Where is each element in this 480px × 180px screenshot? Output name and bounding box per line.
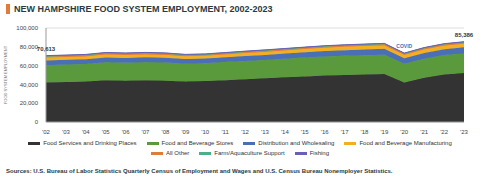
svg-text:COVID: COVID bbox=[396, 43, 412, 49]
svg-text:'16: '16 bbox=[321, 129, 329, 135]
svg-text:'05: '05 bbox=[102, 129, 110, 135]
html-text:Sources: U.S. Bureau of Labor: Sources: U.S. Bureau of Labor Statistics… bbox=[6, 168, 393, 174]
html-text:Food and Beverage Manufacturin: Food and Beverage Manufacturing bbox=[359, 140, 452, 146]
svg-text:'10: '10 bbox=[201, 129, 209, 135]
svg-text:'11: '11 bbox=[221, 129, 229, 135]
svg-text:'13: '13 bbox=[261, 129, 269, 135]
svg-text:'06: '06 bbox=[122, 129, 130, 135]
svg-text:100,000: 100,000 bbox=[16, 25, 38, 31]
svg-text:'03: '03 bbox=[62, 129, 70, 135]
svg-text:'07: '07 bbox=[142, 129, 150, 135]
html-text:Fishing: Fishing bbox=[309, 150, 329, 156]
html-text:All Other: All Other bbox=[166, 150, 190, 156]
svg-text:'02: '02 bbox=[42, 129, 50, 135]
svg-text:'22: '22 bbox=[440, 129, 448, 135]
html-text:Distribution and Wholesaling: Distribution and Wholesaling bbox=[258, 140, 335, 146]
svg-text:40,000: 40,000 bbox=[20, 82, 39, 88]
html-text:Food and Beverage Stores: Food and Beverage Stores bbox=[161, 140, 234, 146]
svg-text:'04: '04 bbox=[82, 129, 90, 135]
svg-text:'21: '21 bbox=[420, 129, 428, 135]
svg-text:FOOD SYSTEM EMPLOYMENT: FOOD SYSTEM EMPLOYMENT bbox=[8, 45, 9, 104]
svg-text:'17: '17 bbox=[341, 129, 349, 135]
svg-text:'08: '08 bbox=[162, 129, 170, 135]
svg-text:'23: '23 bbox=[460, 129, 468, 135]
svg-text:'15: '15 bbox=[301, 129, 309, 135]
svg-text:85,386: 85,386 bbox=[455, 32, 472, 38]
svg-text:'14: '14 bbox=[281, 129, 289, 135]
svg-text:'20: '20 bbox=[400, 129, 408, 135]
svg-text:60,000: 60,000 bbox=[20, 63, 39, 69]
svg-text:'09: '09 bbox=[181, 129, 189, 135]
svg-text:20,000: 20,000 bbox=[20, 100, 39, 106]
svg-text:'12: '12 bbox=[241, 129, 249, 135]
svg-text:'18: '18 bbox=[361, 129, 369, 135]
html-text:Farm/Aquaculture Support: Farm/Aquaculture Support bbox=[214, 150, 285, 156]
svg-text:'19: '19 bbox=[380, 129, 388, 135]
html-text:NEW HAMPSHIRE FOOD SYSTEM EMPL: NEW HAMPSHIRE FOOD SYSTEM EMPLOYMENT, 20… bbox=[14, 4, 273, 14]
svg-text:0: 0 bbox=[35, 119, 39, 125]
svg-text:70,613: 70,613 bbox=[37, 46, 56, 52]
html-text:Food Services and Drinking Pla: Food Services and Drinking Places bbox=[43, 140, 137, 146]
svg-text:80,000: 80,000 bbox=[20, 44, 39, 50]
